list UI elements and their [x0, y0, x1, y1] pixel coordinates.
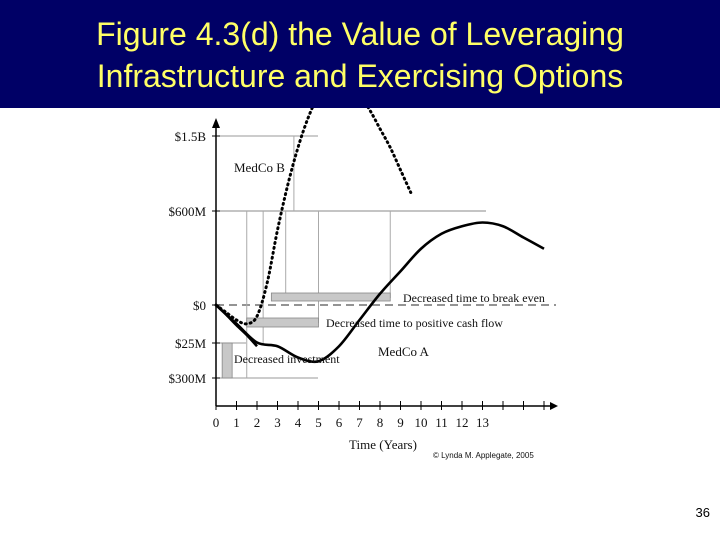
x-tick-label: 2 [254, 415, 261, 430]
x-tick-label: 0 [213, 415, 220, 430]
x-tick-label: 5 [315, 415, 322, 430]
slide-title-line-1: Figure 4.3(d) the Value of Leveraging [96, 16, 624, 52]
slide-title-line-2: Infrastructure and Exercising Options [96, 58, 624, 94]
series-line-medco-a [215, 221, 545, 364]
y-tick-label: $300M [168, 371, 206, 386]
x-tick-label: 7 [356, 415, 363, 430]
chart-axes [212, 118, 558, 410]
bar-break-even [270, 292, 391, 302]
y-tick-label: $0 [193, 298, 206, 313]
copyright-credit: © Lynda M. Applegate, 2005 [433, 451, 534, 460]
x-tick-label: 6 [336, 415, 343, 430]
y-tick-label: $1.5B [175, 129, 207, 144]
y-axis-arrow [212, 118, 220, 128]
bar-positive-cash-flow [246, 317, 319, 328]
slide-number: 36 [695, 505, 710, 520]
bar-investment [221, 342, 233, 379]
y-tick-label: $600M [168, 204, 206, 219]
x-tick-label: 9 [397, 415, 404, 430]
title-band: Figure 4.3(d) the Value of Leveraging In… [0, 0, 720, 108]
x-tick-label: 4 [295, 415, 302, 430]
x-tick-label: 3 [274, 415, 281, 430]
x-tick-label: 8 [377, 415, 384, 430]
label-decreased-investment: Decreased investment [234, 352, 340, 366]
x-tick-label: 11 [435, 415, 448, 430]
label-medco-b: MedCo B [234, 160, 285, 175]
x-tick-label: 13 [476, 415, 489, 430]
label-break-even: Decreased time to break even [403, 291, 545, 305]
x-axis-arrow [550, 402, 558, 410]
series-line-medco-a-early [215, 304, 258, 348]
x-tick-label: 1 [233, 415, 240, 430]
chart-series [214, 108, 545, 364]
series-line-medco-b [214, 108, 413, 326]
y-tick-label: $25M [175, 336, 207, 351]
label-positive-cash-flow: Decreased time to positive cash flow [326, 316, 503, 330]
label-medco-a: MedCo A [378, 344, 430, 359]
x-tick-label: 12 [456, 415, 469, 430]
x-tick-label: 10 [415, 415, 428, 430]
x-axis-label: Time (Years) [349, 437, 417, 452]
